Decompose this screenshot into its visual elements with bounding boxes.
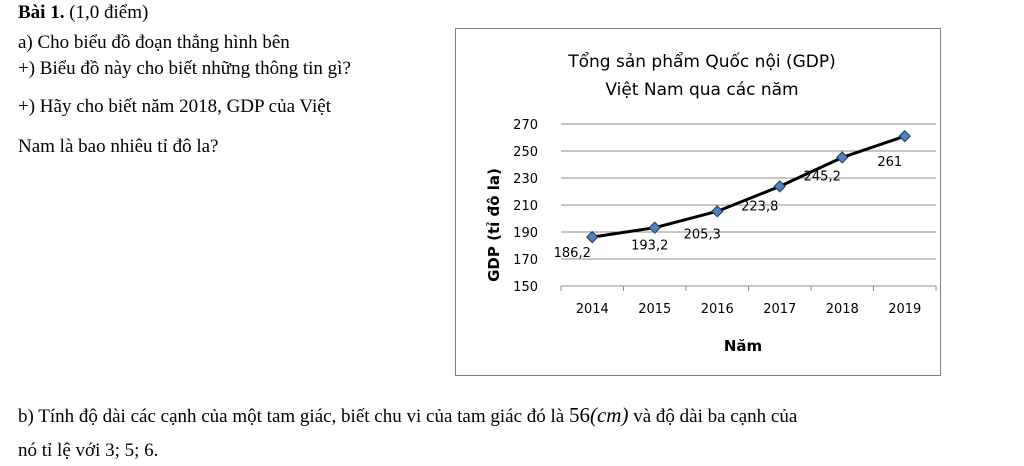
perimeter-unit: (cm) xyxy=(589,403,629,427)
part-b-line-1: b) Tính độ dài các cạnh của một tam giác… xyxy=(18,404,797,428)
chart-title-line-1: Tổng sản phẩm Quốc nội (GDP) xyxy=(567,51,836,72)
part-b-text: b) Tính độ dài các cạnh của một tam giác… xyxy=(18,406,569,427)
chart-title-line-2: Việt Nam qua các năm xyxy=(605,80,798,100)
problem-points: (1,0 điểm) xyxy=(64,2,149,23)
y-tick-170: 170 xyxy=(513,253,538,268)
y-tick-250: 250 xyxy=(513,145,538,160)
data-labels: 186,2 193,2 205,3 223,8 245,2 261 xyxy=(554,155,903,261)
data-point-2017 xyxy=(773,180,786,193)
y-tick-150: 150 xyxy=(513,280,538,295)
x-tick-2016: 2016 xyxy=(701,302,734,317)
y-tick-labels: 150 170 190 210 230 250 270 xyxy=(513,118,538,295)
question-1: +) Biểu đồ này cho biết những thông tin … xyxy=(18,58,351,79)
data-point-2019 xyxy=(898,129,911,143)
problem-heading: Bài 1. (1,0 điểm) xyxy=(18,2,148,24)
y-tick-210: 210 xyxy=(513,199,538,214)
gdp-line xyxy=(592,134,906,239)
y-axis-title: GDP (tỉ đô la) xyxy=(485,168,503,282)
question-2-line-1: +) Hãy cho biết năm 2018, GDP của Việt xyxy=(18,96,331,117)
gdp-series xyxy=(586,129,911,244)
data-label-2014: 186,2 xyxy=(554,246,591,261)
data-label-2015: 193,2 xyxy=(631,239,668,254)
part-b-line-2: nó tỉ lệ với 3; 5; 6. xyxy=(18,440,159,461)
part-a-intro: a) Cho biểu đồ đoạn thẳng hình bên xyxy=(18,32,290,53)
x-axis xyxy=(560,285,937,291)
perimeter-value: 56 xyxy=(568,403,590,427)
y-tick-230: 230 xyxy=(513,172,538,187)
gdp-chart: Tổng sản phẩm Quốc nội (GDP) Việt Nam qu… xyxy=(455,28,941,376)
y-tick-270: 270 xyxy=(513,118,538,133)
problem-number: Bài 1. xyxy=(18,2,65,23)
data-label-2019: 261 xyxy=(877,155,902,170)
x-tick-labels: 2014 2015 2016 2017 2018 2019 xyxy=(576,302,922,317)
data-point-2015 xyxy=(648,221,661,234)
x-axis-title: Năm xyxy=(724,337,762,355)
data-point-2018 xyxy=(836,151,849,164)
x-tick-2018: 2018 xyxy=(826,302,859,317)
data-point-2014 xyxy=(586,230,599,244)
x-tick-2019: 2019 xyxy=(888,302,921,317)
data-label-2016: 205,3 xyxy=(684,227,721,242)
data-label-2017: 223,8 xyxy=(741,199,778,214)
x-tick-2017: 2017 xyxy=(763,302,796,317)
x-tick-2015: 2015 xyxy=(638,302,671,317)
gdp-chart-svg: Tổng sản phẩm Quốc nội (GDP) Việt Nam qu… xyxy=(485,51,937,355)
x-tick-2014: 2014 xyxy=(576,302,609,317)
data-label-2018: 245,2 xyxy=(804,169,841,184)
question-2-line-2: Nam là bao nhiêu tỉ đô la? xyxy=(18,136,219,157)
data-point-2016 xyxy=(711,205,724,218)
part-b-text-end: và độ dài ba cạnh của xyxy=(628,406,798,427)
y-tick-190: 190 xyxy=(513,226,538,241)
